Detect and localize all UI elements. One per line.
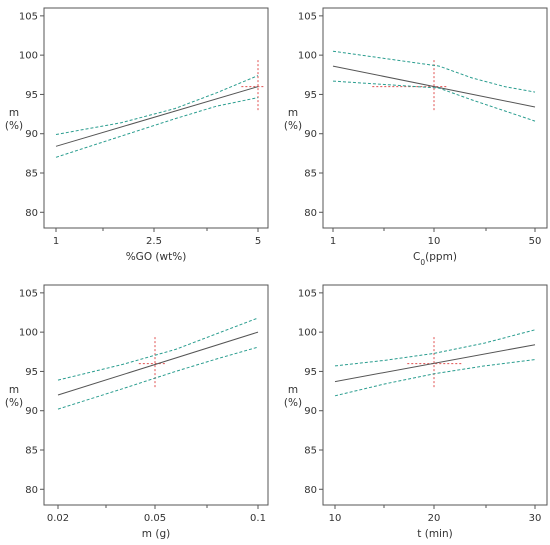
x-tick-label: 2.5 <box>146 236 162 247</box>
plot-frame <box>43 284 269 506</box>
y-tick-label: 95 <box>304 367 317 378</box>
lower-confidence-line <box>334 359 536 397</box>
y-tick-label: 85 <box>25 446 38 457</box>
y-tick-label: 100 <box>298 51 317 62</box>
y-axis-label-unit: (%) <box>5 397 23 409</box>
fitted-response-line <box>334 344 536 383</box>
y-tick-label: 105 <box>298 288 317 299</box>
y-axis-label-symbol: m <box>288 384 298 396</box>
x-tick-label: 10 <box>329 513 342 524</box>
x-axis-label: C0(ppm) <box>413 251 457 267</box>
plot-frame <box>322 7 548 229</box>
y-tick-label: 80 <box>304 208 317 219</box>
x-tick-label: 1 <box>53 236 59 247</box>
plot-frame <box>322 284 548 506</box>
x-tick-label: 50 <box>529 236 542 247</box>
y-tick-label: 105 <box>19 288 38 299</box>
y-tick-label: 80 <box>25 208 38 219</box>
y-axis-label-unit: (%) <box>5 120 23 132</box>
x-tick-label: 10 <box>428 236 441 247</box>
y-tick-label: 95 <box>304 90 317 101</box>
x-tick-label: 0.02 <box>47 513 69 524</box>
x-tick-label: 0.1 <box>250 513 266 524</box>
lower-confidence-line <box>332 80 536 122</box>
y-tick-label: 105 <box>298 11 317 22</box>
panel-3: 80 85 90 95 100 105 0.02 0.05 0.1 m (g) m(%) <box>5 284 269 540</box>
y-tick-label: 90 <box>25 129 38 140</box>
y-tick-label: 90 <box>304 406 317 417</box>
lower-confidence-line <box>55 97 259 158</box>
y-tick-label: 80 <box>304 485 317 496</box>
y-tick-label: 105 <box>19 11 38 22</box>
y-tick-label: 100 <box>19 51 38 62</box>
lower-confidence-line <box>57 346 259 410</box>
x-axis-label: t (min) <box>417 528 452 540</box>
fitted-response-line <box>55 86 259 147</box>
y-tick-label: 80 <box>25 485 38 496</box>
x-axis-label: %GO (wt%) <box>126 251 187 263</box>
panel-1: 80 85 90 95 100 105 1 2.5 5 %GO (wt%) m(%) <box>5 7 269 263</box>
plot-frame <box>43 7 269 229</box>
y-tick-label: 85 <box>25 169 38 180</box>
y-axis-label-symbol: m <box>9 384 19 396</box>
fitted-response-line <box>332 65 536 108</box>
y-tick-label: 85 <box>304 169 317 180</box>
x-tick-label: 5 <box>255 236 261 247</box>
x-tick-label: 30 <box>529 513 542 524</box>
y-tick-label: 95 <box>25 367 38 378</box>
y-tick-label: 100 <box>19 328 38 339</box>
x-tick-label: 20 <box>428 513 441 524</box>
y-tick-label: 100 <box>298 328 317 339</box>
fitted-response-line <box>57 331 259 396</box>
upper-confidence-line <box>57 317 259 381</box>
x-tick-label: 0.05 <box>144 513 166 524</box>
upper-confidence-line <box>332 50 536 93</box>
y-tick-label: 95 <box>25 90 38 101</box>
x-axis-label: m (g) <box>142 528 170 540</box>
y-axis-label-unit: (%) <box>284 120 302 132</box>
y-axis-label-symbol: m <box>9 107 19 119</box>
panel-4: 80 85 90 95 100 105 10 20 30 t (min) m(%) <box>284 284 548 540</box>
y-axis-label-unit: (%) <box>284 397 302 409</box>
y-tick-label: 90 <box>304 129 317 140</box>
y-axis-label-symbol: m <box>288 107 298 119</box>
upper-confidence-line <box>55 75 259 135</box>
y-tick-label: 85 <box>304 446 317 457</box>
y-tick-label: 90 <box>25 406 38 417</box>
x-tick-label: 1 <box>330 236 336 247</box>
